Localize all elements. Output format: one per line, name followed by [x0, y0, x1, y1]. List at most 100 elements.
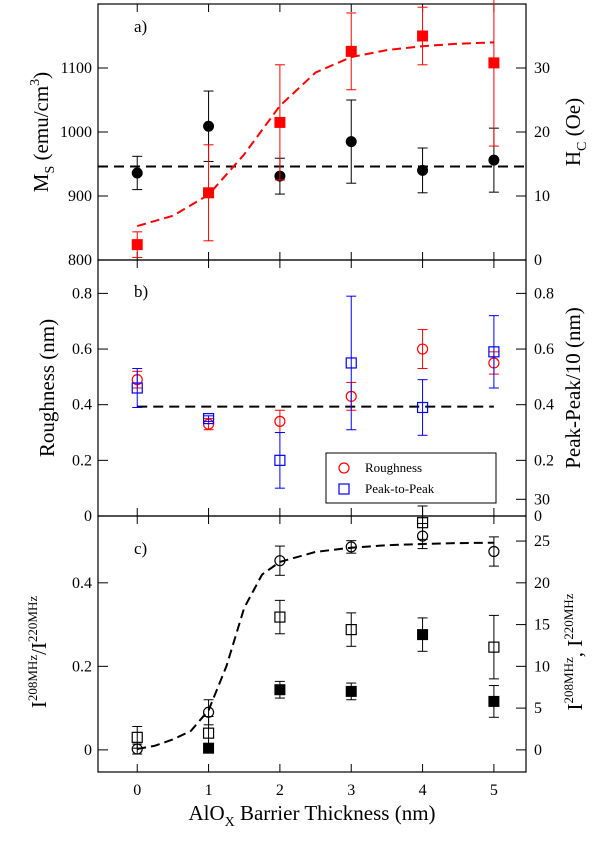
panel-b-series2-point-1: [202, 413, 215, 425]
panel-c-ytick-label-left-0.2: 0.2: [72, 658, 92, 675]
panel-a-ytick-label-left-1000: 1000: [60, 124, 92, 141]
panel-c-series3-point-2: [345, 685, 357, 697]
panel-b-ytick-label-right-0.6: 0.6: [534, 341, 554, 358]
panel-c-ytick-label-right-25: 25: [534, 533, 550, 550]
panel-c-ytick-label-right-15: 15: [534, 617, 550, 634]
alox-subscript: X: [225, 815, 235, 830]
panel-a-ytick-label-left-800: 800: [68, 252, 92, 269]
panel-b-series2-point-4: [416, 401, 429, 414]
panel-b-ylabel-left: Roughness (nm): [35, 319, 59, 457]
i208-symbol-right: I: [563, 703, 587, 710]
ms-unit: (emu/cm: [29, 86, 53, 166]
legend-roughness-marker: [338, 462, 350, 474]
ms-symbol: M: [29, 173, 53, 192]
panel-a-series1-point-4: [417, 164, 429, 176]
panel-b-ytick-label-right-0: 0: [534, 508, 542, 525]
panel-a-series1-point-0: [131, 167, 143, 179]
panel-c-ylabel-right: I208MHz, I220MHz: [561, 593, 587, 710]
panel-a-ytick-label-right-0: 0: [534, 252, 542, 269]
panel-c-series1-point-2: [274, 555, 286, 567]
ms-unit-superscript: 3: [28, 79, 43, 86]
chart-marks: 0 1 2 3 4 580090010001100010203000.20.40.60.8…: [60, 0, 554, 799]
panel-c-series2-point-5: [488, 641, 500, 653]
panel-c-ytick-label-right-20: 20: [534, 575, 550, 592]
panel-c-series3-point-3: [417, 629, 429, 641]
panel-c-series3-point-0: [203, 742, 215, 754]
x-axis-label-rest: Barrier Thickness (nm): [235, 801, 436, 825]
panel-c-series1-point-3: [345, 541, 357, 553]
panel-a-ytick-label-left-900: 900: [68, 188, 92, 205]
legend-peak-to-peak-label: Peak-to-Peak: [365, 481, 435, 496]
panel-a-label: a): [134, 17, 147, 36]
panel-a-series2-point-2: [274, 116, 286, 128]
panel-c-series3-point-1: [274, 684, 286, 696]
i208-superscript-right: 208MHz: [561, 657, 576, 703]
i208-symbol: I: [27, 701, 51, 708]
legend-peak-to-peak-marker: [338, 483, 350, 495]
panel-a-ytick-label-left-1100: 1100: [61, 60, 92, 77]
panel-c-series1-point-5: [488, 545, 500, 558]
panel-b-ytick-label-right-0.4: 0.4: [534, 397, 554, 414]
i208-superscript: 208MHz: [25, 655, 40, 701]
panel-c-fit-curve: [137, 541, 494, 750]
panel-c-series2-point-1: [202, 727, 215, 739]
panel-b-ytick-label-left-0: 0: [84, 508, 92, 525]
x-tick-label-5: 5: [490, 782, 498, 799]
panel-a-frame: [97, 3, 527, 261]
x-tick-label-1: 1: [205, 782, 213, 799]
panel-c-ytick-label-right-10: 10: [534, 658, 550, 675]
ms-subscript: S: [43, 166, 58, 174]
legend-roughness-label: Roughness: [365, 460, 422, 475]
hc-symbol: H: [561, 151, 585, 166]
panel-a-fit-curve: [136, 41, 494, 228]
panel-c-ytick-label-left-0.4: 0.4: [72, 575, 92, 592]
panel-a-series1-point-5: [488, 154, 500, 166]
panel-c-series2-point-2: [274, 611, 286, 623]
panel-b-series2-point-2: [274, 454, 286, 466]
panel-c-ylabel-left: I208MHz/I220MHz: [25, 596, 51, 708]
ratio-slash: /I: [27, 642, 51, 655]
comma-separator: , I: [563, 640, 587, 658]
legend: Roughness Peak-to-Peak: [325, 452, 497, 504]
hc-unit: (Oe): [561, 98, 585, 142]
panel-b-ytick-label-left-0.4: 0.4: [72, 397, 92, 414]
panel-c-series2-point-0: [131, 731, 143, 743]
panel-c-series2-point-4: [416, 517, 429, 529]
panel-b-series1-point-4: [416, 343, 429, 355]
x-axis-label: AlOX Barrier Thickness (nm): [188, 801, 435, 830]
panel-c-frame: [97, 515, 527, 773]
panel-c-series2-point-3: [345, 623, 357, 636]
panel-a-ylabel-right: HC (Oe): [561, 98, 590, 166]
panel-c-ytick-label-left-0: 0: [84, 742, 92, 759]
x-tick-label-3: 3: [347, 782, 355, 799]
panel-b-ytick-label-right-0.2: 0.2: [534, 452, 554, 469]
panel-c-label: c): [134, 539, 147, 558]
panel-b-series1-point-2: [274, 415, 286, 427]
panel-b-ylabel-right: Peak-Peak/10 (nm): [561, 307, 585, 469]
panel-a-series1-point-3: [345, 136, 357, 148]
panel-c-ytick-label-right-30: 30: [534, 491, 550, 508]
panel-a-series2-point-5: [488, 57, 500, 69]
panel-c-ytick-label-right-0: 0: [534, 742, 542, 759]
panel-b-series2-point-3: [345, 357, 357, 369]
panel-b-ytick-label-left-0.8: 0.8: [72, 285, 92, 302]
panel-a-series2-point-0: [131, 239, 143, 251]
i220-superscript-right: 220MHz: [561, 593, 576, 639]
x-tick-label-2: 2: [276, 782, 284, 799]
panel-a-series2-point-1: [203, 187, 215, 199]
panel-a-ytick-label-right-10: 10: [534, 188, 550, 205]
alox-base: AlO: [188, 801, 224, 825]
legend-box: [325, 452, 497, 504]
panel-c-ytick-label-right-5: 5: [534, 700, 542, 717]
hc-subscript: C: [575, 142, 590, 151]
panel-b-ytick-label-right-0.8: 0.8: [534, 285, 554, 302]
panel-b-label: b): [134, 282, 148, 301]
x-tick-label-0: 0: [133, 782, 141, 799]
panel-a-series2-point-4: [417, 30, 429, 42]
x-tick-label-4: 4: [419, 782, 427, 799]
i220-superscript: 220MHz: [25, 596, 40, 642]
panel-c-series3-point-4: [488, 695, 500, 707]
panel-a-series1-point-1: [203, 120, 215, 132]
panel-b-series2-point-5: [488, 346, 500, 358]
